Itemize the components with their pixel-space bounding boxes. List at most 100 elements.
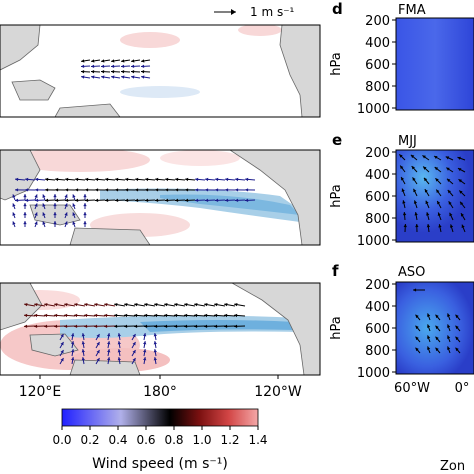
wind-arrow (44, 188, 56, 192)
wind-arrow (173, 313, 186, 318)
wind-arrow (223, 313, 236, 318)
wind-arrow (143, 313, 156, 318)
wind-arrow (14, 198, 26, 203)
wind-arrow (72, 212, 76, 219)
y-tick-label: 800 (365, 212, 390, 227)
wind-arrow (101, 75, 111, 79)
wind-arrow (117, 349, 121, 357)
wind-arrow (173, 324, 186, 328)
wind-arrow (59, 357, 64, 365)
profile-arrow (447, 335, 451, 343)
wind-arrow (204, 177, 216, 182)
map-panel-c (0, 283, 320, 375)
profile-arrow (446, 178, 454, 185)
wind-arrow (42, 194, 46, 201)
wind-arrow (194, 188, 206, 192)
wind-arrow (59, 341, 64, 349)
wind-arrow (204, 188, 216, 192)
season-label-e: MJJ (398, 134, 417, 149)
wind-arrows-a (80, 59, 151, 79)
wind-arrow (100, 64, 111, 68)
profile-arrow (436, 200, 442, 209)
wind-arrow (130, 64, 141, 68)
profile-arrow (413, 288, 425, 292)
wind-arrow (23, 212, 27, 218)
colorbar-tick-label: 0.4 (108, 433, 127, 447)
profile-arrow (449, 224, 454, 233)
y-tick-label: 800 (365, 80, 390, 95)
wind-arrow (93, 313, 106, 318)
panel-label-d: d (332, 0, 343, 18)
colorbar-tick-label: 0.8 (164, 433, 183, 447)
wind-arrow (113, 313, 126, 318)
wind-arrow (91, 59, 101, 63)
profile-arrow (412, 177, 418, 185)
profile-arrow (433, 155, 442, 161)
wind-arrow (134, 302, 146, 307)
wind-arrow (100, 70, 111, 74)
wind-arrow (234, 188, 246, 192)
profile-arrow (449, 212, 454, 221)
profile-arrow (447, 324, 451, 332)
profile-arrow (415, 347, 421, 354)
wind-arrow (163, 324, 176, 328)
wind-arrow (143, 333, 147, 341)
wind-arrow (90, 70, 101, 74)
wind-arrow (23, 203, 27, 209)
wind-arrow (131, 341, 136, 349)
map-x-tick-180: 180° (143, 384, 177, 400)
wind-arrow (117, 341, 121, 349)
wind-arrow (133, 313, 146, 318)
wind-arrow (64, 177, 76, 182)
wind-arrow (130, 70, 141, 74)
wind-arrow (24, 177, 36, 182)
wind-arrow (64, 194, 68, 201)
wind-arrow (63, 324, 76, 328)
wind-arrow (131, 357, 136, 365)
wind-arrow (94, 188, 106, 192)
wind-arrow (144, 188, 156, 192)
y-ticks-d: 200 400 600 800 1000 (357, 14, 396, 117)
profile-arrow (402, 200, 406, 209)
profile-arrow (427, 324, 431, 332)
profile-arrow (401, 188, 406, 197)
wind-arrow (153, 357, 157, 365)
wind-arrow (233, 313, 246, 318)
wind-arrow (121, 59, 131, 63)
wind-arrow (114, 302, 126, 307)
wind-arrow (153, 313, 166, 318)
wind-arrow (64, 212, 68, 219)
wind-arrow (84, 198, 96, 203)
wind-arrow (81, 341, 85, 349)
wind-arrow (14, 188, 26, 192)
wind-arrow (144, 177, 156, 182)
wind-arrow (42, 203, 46, 210)
wind-arrow (224, 198, 236, 203)
wind-arrow (53, 203, 57, 209)
wind-arrow (113, 324, 126, 328)
wind-arrow (224, 302, 236, 307)
wind-arrow (53, 313, 66, 318)
wind-arrow (124, 302, 136, 307)
wind-arrow (71, 333, 75, 341)
y-ticks-f: 200 400 600 800 1000 (357, 278, 396, 381)
wind-arrow (143, 357, 147, 365)
wind-arrow (164, 177, 176, 182)
wind-arrow (54, 177, 66, 182)
wind-arrow (104, 188, 116, 192)
wind-arrow (71, 357, 75, 365)
wind-arrow (174, 188, 186, 192)
wind-arrow (74, 302, 86, 307)
wind-arrow (117, 333, 121, 341)
y-tick-label: 1000 (357, 102, 390, 117)
profile-panel-d: d FMA hPa 200 400 600 800 1000 (329, 0, 474, 117)
profile-arrow (435, 347, 441, 354)
wind-arrow (84, 302, 96, 307)
wind-arrow (44, 198, 56, 203)
wind-arrow (114, 177, 126, 182)
profile-arrow (410, 154, 418, 161)
wind-arrow (81, 333, 85, 341)
wind-arrow (124, 198, 136, 203)
profile-arrow (460, 212, 466, 221)
profile-arrow (411, 165, 418, 173)
